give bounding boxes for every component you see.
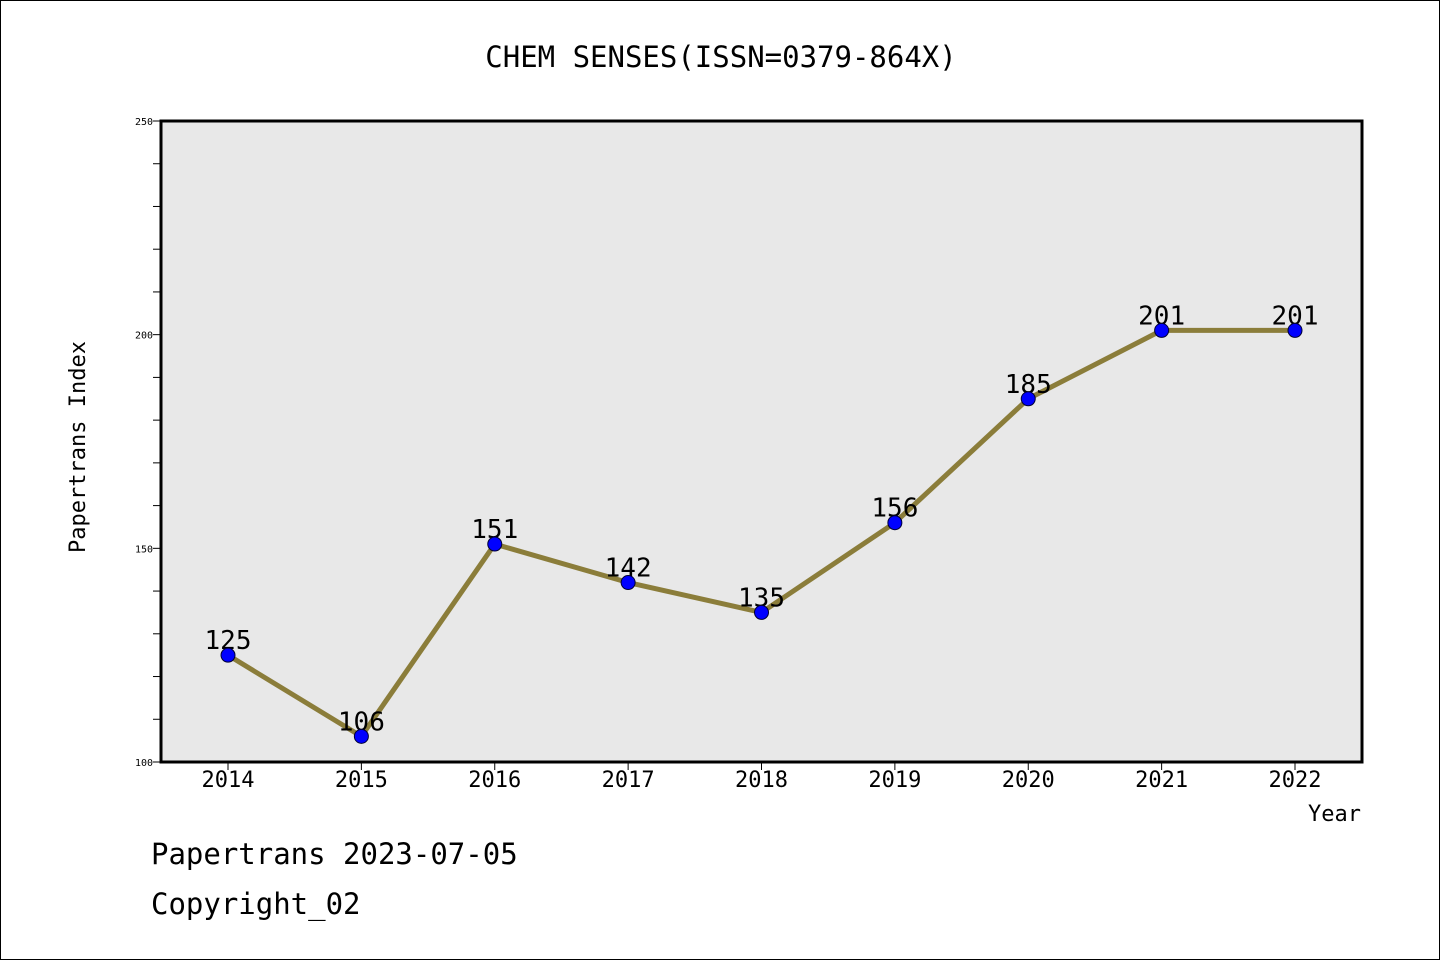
x-tick-label: 2015 xyxy=(335,768,388,793)
data-point xyxy=(1287,322,1303,338)
x-tick-label: 2022 xyxy=(1269,768,1322,793)
data-point xyxy=(1154,322,1170,338)
x-tick-label: 2016 xyxy=(468,768,521,793)
y-axis-label: Papertrans Index xyxy=(66,341,91,553)
x-axis-label: Year xyxy=(1308,802,1361,827)
x-tick-label: 2021 xyxy=(1135,768,1188,793)
data-point xyxy=(353,728,369,744)
y-tick-label: 150 xyxy=(135,544,153,555)
y-tick-label: 100 xyxy=(135,758,153,769)
data-point xyxy=(754,604,769,620)
x-axis: 2014 2015 2016 2017 2018 2019 2020 2021 2022 xyxy=(202,762,1322,793)
x-tick-label: 2014 xyxy=(202,768,255,793)
data-point xyxy=(887,515,903,531)
chart-title: CHEM SENSES(ISSN=0379-864X) xyxy=(485,40,956,74)
x-tick-label: 2020 xyxy=(1002,768,1055,793)
x-tick-label: 2017 xyxy=(602,768,655,793)
footer-source: Papertrans 2023-07-05 xyxy=(151,837,518,871)
data-point xyxy=(620,575,636,591)
x-tick-label: 2019 xyxy=(868,768,921,793)
x-tick-label: 2018 xyxy=(735,768,788,793)
y-tick-label: 250 xyxy=(135,117,153,128)
data-point xyxy=(220,647,236,663)
y-tick-label: 200 xyxy=(135,331,153,342)
data-point xyxy=(1020,391,1036,407)
y-axis: 100 150 200 250 xyxy=(135,117,161,769)
plot-area xyxy=(159,119,1364,764)
footer-copyright: Copyright_02 xyxy=(151,887,361,921)
data-point xyxy=(487,536,503,552)
